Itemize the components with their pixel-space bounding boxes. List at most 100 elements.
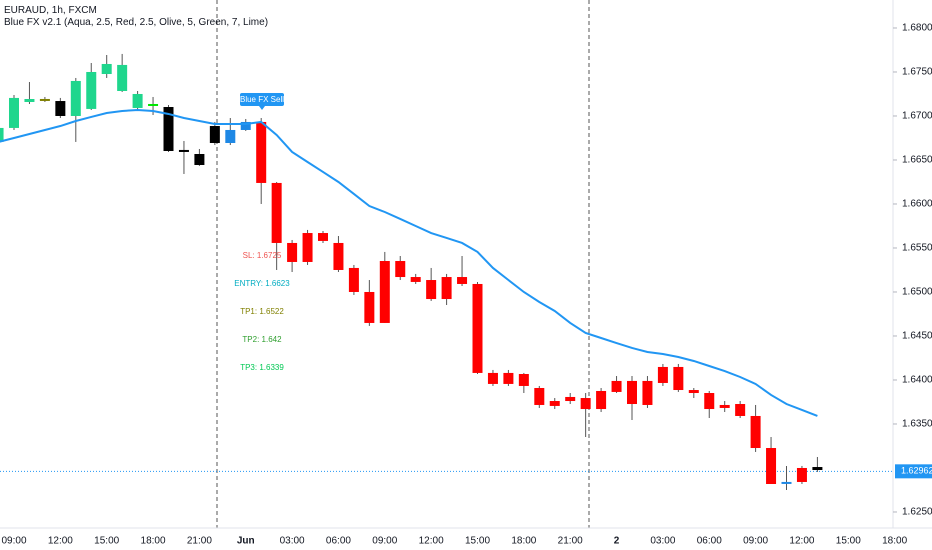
trade-level-label: TP3: 1.6339	[240, 363, 284, 372]
candle-body	[627, 380, 637, 405]
trade-level-label: SL: 1.6725	[243, 251, 282, 260]
candle-body	[580, 398, 591, 410]
signal-box	[240, 93, 284, 106]
x-tick-label: 18:00	[511, 536, 536, 547]
candle-body	[132, 93, 143, 108]
candle-body	[796, 467, 807, 482]
last-price-label: 1.62962	[901, 466, 932, 476]
y-tick-label: 1.67500	[902, 67, 932, 78]
y-tick-label: 1.66000	[902, 199, 932, 210]
candle-body	[518, 374, 529, 386]
candle-body	[472, 283, 483, 373]
ema-line	[0, 108, 818, 417]
candle-body	[611, 380, 622, 392]
candle-body	[596, 390, 607, 410]
trade-level-label: TP2: 1.642	[242, 335, 282, 344]
x-tick-label: 21:00	[187, 536, 212, 547]
x-tick-label: 09:00	[1, 536, 26, 547]
last-price-box	[895, 464, 932, 479]
candle-body	[333, 242, 344, 270]
x-tick-label: 21:00	[558, 536, 583, 547]
indicator-title: Blue FX v2.1 (Aqua, 2.5, Red, 2.5, Olive…	[4, 17, 268, 28]
candle-body	[70, 80, 81, 116]
x-tick-label: 18:00	[882, 536, 907, 547]
signal-label: Blue FX Sell	[240, 95, 284, 104]
y-tick-label: 1.65000	[902, 287, 932, 298]
trade-level-label: ENTRY: 1.6623	[234, 279, 290, 288]
candle-body	[766, 448, 777, 484]
candle-body	[441, 277, 452, 300]
y-tick-label: 1.65500	[902, 243, 932, 254]
candle-body	[426, 280, 437, 300]
candle-body	[55, 101, 66, 116]
candle-body	[395, 261, 406, 278]
candle-body	[487, 372, 498, 384]
candle-body	[163, 107, 174, 152]
candle-body	[39, 98, 50, 101]
candle-body	[704, 393, 715, 410]
chart-title: EURAUD, 1h, FXCM	[4, 5, 97, 16]
candle-body	[688, 390, 699, 394]
candle-body	[209, 126, 220, 143]
candle-body	[101, 63, 112, 75]
y-tick-label: 1.66500	[902, 155, 932, 166]
candle-body	[287, 242, 298, 262]
y-tick-label: 1.64000	[902, 375, 932, 386]
candle-body	[719, 404, 730, 408]
x-tick-label: 12:00	[789, 536, 814, 547]
candle-body	[565, 396, 576, 402]
y-tick-label: 1.64500	[902, 331, 932, 342]
candle-body	[117, 64, 128, 91]
candle-body	[364, 291, 375, 323]
x-tick-label: Jun	[237, 536, 255, 547]
candle-body	[812, 467, 823, 471]
x-tick-label: 12:00	[419, 536, 444, 547]
candle-body	[86, 71, 97, 109]
candle-body	[457, 277, 468, 284]
candle-body	[750, 415, 761, 449]
x-tick-label: 15:00	[465, 536, 490, 547]
candle-body	[657, 366, 668, 383]
x-tick-label: 06:00	[697, 536, 722, 547]
x-tick-label: 06:00	[326, 536, 351, 547]
candle-body	[673, 366, 684, 391]
candle-body	[194, 154, 205, 165]
candle-body	[9, 97, 19, 128]
candle-body	[148, 103, 159, 106]
y-tick-label: 1.68000	[902, 23, 932, 34]
candle-body	[379, 261, 390, 323]
x-tick-label: 15:00	[94, 536, 119, 547]
candle-body	[240, 121, 251, 130]
x-tick-label: 03:00	[280, 536, 305, 547]
candle-body	[302, 233, 313, 262]
candle-body	[735, 404, 746, 416]
x-tick-label: 09:00	[743, 536, 768, 547]
candle-body	[503, 372, 514, 384]
candle-body	[318, 233, 328, 241]
candle-body	[549, 401, 560, 406]
candle-body	[781, 481, 792, 484]
x-tick-label: 15:00	[836, 536, 861, 547]
x-tick-label: 12:00	[48, 536, 73, 547]
x-tick-label: 09:00	[372, 536, 397, 547]
candle-body	[178, 149, 189, 152]
y-tick-label: 1.67000	[902, 111, 932, 122]
candle-body	[348, 267, 359, 292]
candle-body	[0, 127, 4, 142]
x-tick-label: 03:00	[650, 536, 675, 547]
x-tick-label: 18:00	[141, 536, 166, 547]
candle-body	[256, 121, 267, 183]
candle-body	[534, 387, 545, 405]
signal-pointer	[259, 106, 265, 110]
candle-body	[271, 182, 282, 243]
candle-body	[642, 380, 653, 405]
y-tick-label: 1.63500	[902, 419, 932, 430]
candle-body	[410, 277, 421, 282]
candle-body	[225, 129, 236, 143]
x-tick-label: 2	[614, 536, 620, 547]
plot-area	[0, 0, 893, 528]
trade-level-label: TP1: 1.6522	[240, 307, 284, 316]
